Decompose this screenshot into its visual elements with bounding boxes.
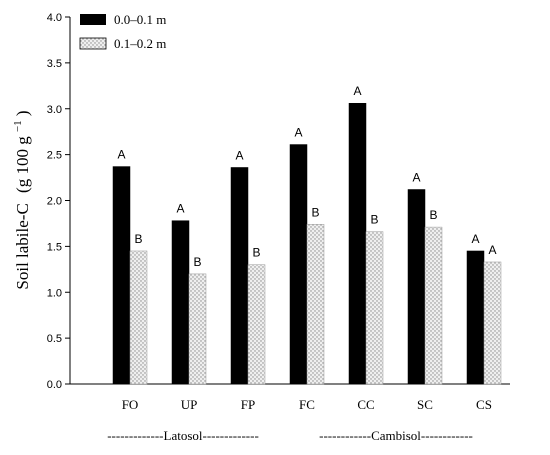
legend-swatch-series-1: [80, 14, 106, 25]
x-tick-label-up: UP: [181, 397, 198, 412]
bar-up-series-1: [171, 220, 190, 385]
bar-fo-series-2: [129, 250, 148, 385]
x-tick-label-cs: CS: [476, 397, 492, 412]
y-tick-label: 1.5: [47, 241, 62, 253]
group-label-latosol: -------------Latosol-------------: [107, 428, 259, 443]
significance-letter-sc-series-1: A: [412, 170, 420, 184]
legend-label-series-1: 0.0–0.1 m: [114, 12, 166, 27]
x-tick-label-fp: FP: [241, 397, 255, 412]
bar-fc-series-2: [306, 224, 325, 385]
significance-letter-cc-series-1: A: [353, 84, 361, 98]
significance-letter-fp-series-1: A: [235, 148, 243, 162]
bar-fp-series-1: [230, 167, 249, 385]
bar-cs-series-1: [466, 250, 485, 385]
significance-letter-fc-series-2: B: [311, 205, 319, 219]
bar-fc-series-1: [289, 144, 308, 385]
legend-label-series-2: 0.1–0.2 m: [114, 36, 166, 51]
x-tick-label-fc: FC: [299, 397, 315, 412]
y-axis-title: Soil labile-C (g 100 g −1 ): [6, 110, 32, 289]
y-tick-label: 2.0: [47, 196, 62, 208]
bar-sc-series-1: [407, 189, 426, 385]
x-tick-label-sc: SC: [417, 397, 433, 412]
significance-letter-fo-series-2: B: [134, 232, 142, 246]
y-tick-label: 0.5: [47, 333, 62, 345]
significance-letter-fp-series-2: B: [252, 246, 260, 260]
significance-letter-up-series-2: B: [193, 255, 201, 269]
bar-cs-series-2: [483, 261, 502, 385]
bar-cc-series-1: [348, 102, 367, 385]
y-tick-label: 1.0: [47, 287, 62, 299]
y-tick-label: 0.0: [47, 379, 62, 391]
significance-letter-fo-series-1: A: [117, 148, 125, 162]
bar-up-series-2: [188, 273, 207, 385]
legend: 0.0–0.1 m 0.1–0.2 m: [79, 12, 166, 51]
significance-letter-sc-series-2: B: [429, 208, 437, 222]
y-tick-label: 4.0: [47, 12, 62, 24]
bar-sc-series-2: [424, 226, 443, 385]
y-tick-label: 3.0: [47, 104, 62, 116]
legend-swatch-series-2: [79, 37, 107, 50]
significance-letter-up-series-1: A: [176, 202, 184, 216]
significance-letter-cs-series-1: A: [471, 232, 479, 246]
x-tick-label-fo: FO: [122, 397, 139, 412]
significance-letter-cc-series-2: B: [370, 213, 378, 227]
group-label-cambisol: ------------Cambisol------------: [319, 428, 473, 443]
y-tick-label: 2.5: [47, 150, 62, 162]
significance-letter-fc-series-1: A: [294, 126, 302, 140]
bar-fp-series-2: [247, 264, 266, 385]
x-tick-label-cc: CC: [357, 397, 374, 412]
bar-fo-series-1: [112, 166, 131, 385]
x-tick-labels: FO UP FP FC CC SC CS: [122, 397, 492, 412]
bar-cc-series-2: [365, 231, 384, 385]
y-ticks: 0.0 0.5 1.0 1.5 2.0 2.5 3.0 3.5 4.0: [47, 12, 70, 391]
significance-letter-cs-series-2: A: [488, 243, 496, 257]
y-tick-label: 3.5: [47, 58, 62, 70]
